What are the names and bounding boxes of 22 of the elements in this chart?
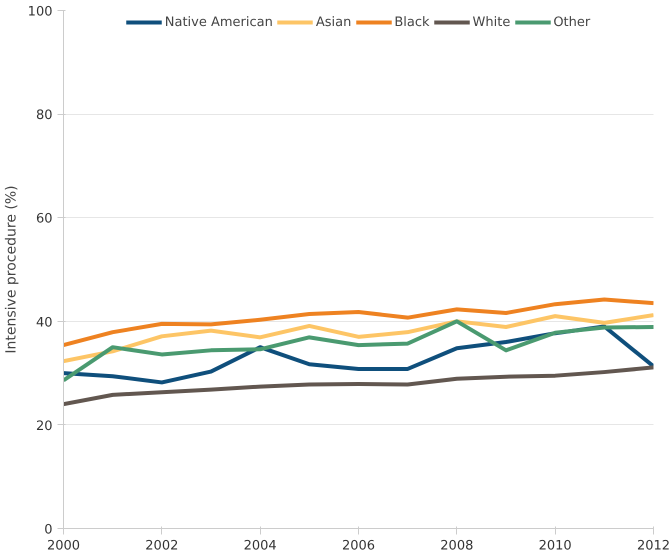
y-tick-label: 100: [28, 4, 53, 20]
legend-label: Black: [394, 14, 430, 30]
y-axis-title: Intensive procedure (%): [4, 185, 20, 354]
y-tick-label: 0: [44, 522, 53, 538]
x-tick-label: 2012: [636, 538, 670, 552]
x-tick-label: 2010: [538, 538, 572, 552]
y-tick-label: 60: [36, 212, 53, 227]
x-tick-label: 2000: [46, 538, 80, 552]
line-series: [64, 313, 654, 364]
legend-label: Other: [553, 14, 590, 30]
line-series: [64, 365, 654, 406]
y-tick-label: 40: [36, 315, 53, 330]
line-series: [64, 298, 654, 348]
y-tick-label: 80: [36, 108, 53, 124]
x-tick-label: 2008: [440, 538, 474, 552]
legend-label: Native American: [164, 14, 273, 30]
x-tick-label: 2002: [145, 538, 178, 552]
y-tick-label: 20: [36, 418, 53, 434]
legend-label: White: [472, 14, 510, 30]
x-tick-label: 2006: [342, 538, 376, 552]
legend-label: Asian: [316, 14, 352, 30]
x-tick-label: 2004: [244, 538, 277, 552]
